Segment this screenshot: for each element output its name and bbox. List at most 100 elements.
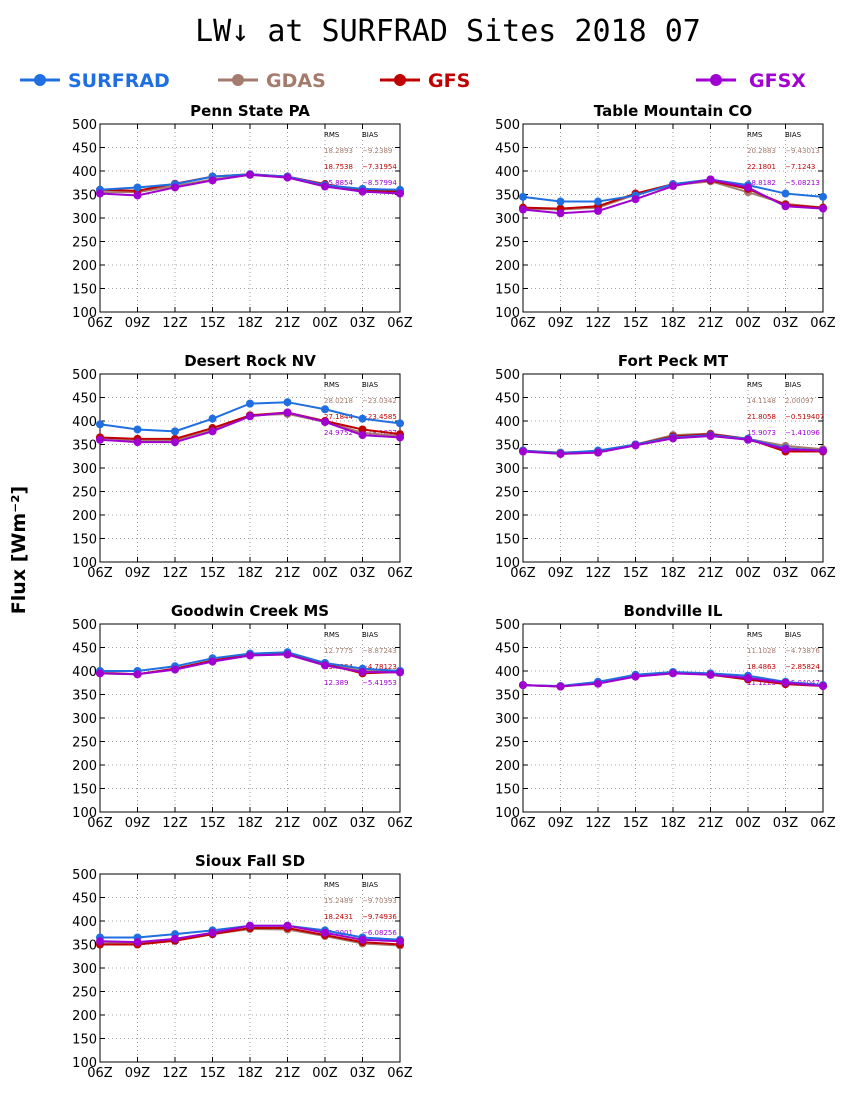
y-tick-label: 350	[72, 939, 97, 954]
y-tick-label: 200	[72, 259, 97, 274]
data-point-gfsx	[246, 170, 254, 179]
stats-bias-gfs: −23.4585	[362, 413, 397, 421]
data-point-gfsx	[171, 183, 179, 192]
x-tick-label: 03Z	[350, 816, 376, 831]
y-tick-label: 450	[72, 392, 97, 407]
data-point-gfsx	[321, 182, 329, 191]
y-tick-label: 350	[495, 189, 520, 204]
data-point-gfsx	[358, 935, 367, 944]
x-tick-label: 06Z	[510, 816, 536, 831]
panel-1: 100 150 200 250 300 350 400 450 500 06Z 09Z 12Z 15Z 1…	[495, 102, 836, 331]
y-tick-label: 450	[72, 142, 97, 157]
data-point-gfsx	[208, 657, 217, 666]
y-tick-label: 300	[495, 462, 520, 477]
stats-rms-gdas: 28.0218	[324, 397, 353, 405]
y-tick-label: 350	[495, 689, 520, 704]
data-point-gfsx	[556, 209, 565, 218]
x-tick-label: 18Z	[660, 816, 686, 831]
stats-rms-gdas: 20.2883	[747, 147, 776, 155]
x-tick-label: 00Z	[312, 816, 338, 831]
legend-marker-gdas	[232, 74, 244, 86]
legend-label-gfsx: GFSX	[749, 70, 806, 92]
stats-bias-gfs: −7.1243	[785, 163, 815, 171]
data-point-gfsx	[594, 448, 602, 457]
data-point-gfsx	[96, 669, 104, 678]
data-point-gfsx	[171, 665, 179, 674]
x-tick-label: 12Z	[162, 816, 188, 831]
legend: SURFRAD GDAS GFS GFSX	[20, 70, 806, 92]
stats-bias-gfsx: −8.57994	[362, 179, 397, 187]
data-point-surfrad	[556, 197, 565, 206]
data-point-gfsx	[171, 438, 179, 447]
y-tick-label: 300	[72, 712, 97, 727]
y-tick-label: 450	[495, 142, 520, 157]
data-point-surfrad	[96, 420, 104, 429]
data-point-gfsx	[321, 661, 329, 670]
y-tick-label: 150	[72, 283, 97, 298]
stats-header-bias: BIAS	[362, 381, 379, 389]
stats-bias-gfsx: −5.08213	[785, 179, 820, 187]
x-tick-label: 12Z	[585, 566, 611, 581]
x-tick-label: 12Z	[162, 316, 188, 331]
data-point-gfsx	[358, 667, 367, 676]
data-point-gfsx	[96, 189, 104, 198]
y-tick-label: 100	[72, 556, 97, 571]
stats-bias-gfs: −7.31954	[362, 163, 397, 171]
stats-rms-gfsx: 11.1225	[747, 679, 776, 687]
stats-header-bias: BIAS	[362, 881, 379, 889]
data-point-gfsx	[321, 928, 329, 937]
y-tick-label: 150	[72, 783, 97, 798]
y-tick-label: 450	[72, 642, 97, 657]
panel-title: Fort Peck MT	[618, 352, 729, 370]
data-point-gfsx	[744, 183, 752, 192]
legend-label-gdas: GDAS	[266, 70, 326, 92]
x-tick-label: 12Z	[585, 316, 611, 331]
y-tick-label: 400	[72, 915, 97, 930]
x-tick-label: 00Z	[735, 316, 761, 331]
x-tick-label: 06Z	[387, 566, 413, 581]
data-point-gfsx	[283, 408, 292, 417]
y-tick-label: 250	[495, 236, 520, 251]
legend-item-gfsx: GFSX	[696, 70, 806, 92]
x-tick-label: 00Z	[312, 1066, 338, 1081]
panel-4: 100 150 200 250 300 350 400 450 500 06Z 09Z 12Z 15Z 1…	[72, 602, 413, 831]
y-tick-label: 100	[495, 306, 520, 321]
data-point-surfrad	[283, 398, 292, 407]
stats-bias-gfs: −9.74936	[362, 913, 397, 921]
stats-header-rms: RMS	[747, 381, 763, 389]
stats-bias-gfs: −2.85824	[785, 663, 820, 671]
legend-item-surfrad: SURFRAD	[20, 70, 170, 92]
y-tick-label: 400	[495, 165, 520, 180]
x-tick-label: 06Z	[87, 816, 113, 831]
panel-title: Table Mountain CO	[594, 102, 752, 120]
data-point-gfsx	[781, 202, 790, 211]
legend-item-gfs: GFS	[380, 70, 470, 92]
stats-rms-gdas: 18.2893	[324, 147, 353, 155]
data-point-surfrad	[396, 419, 404, 428]
data-point-gfsx	[396, 668, 404, 677]
figure-title: LW↓ at SURFRAD Sites 2018 07	[195, 14, 701, 49]
legend-marker-surfrad	[34, 74, 46, 86]
data-point-gfsx	[669, 669, 677, 678]
data-point-surfrad	[519, 192, 527, 201]
stats-bias-gfsx: −18.1037	[362, 429, 397, 437]
data-point-gfsx	[706, 432, 715, 441]
data-point-gfsx	[133, 938, 142, 947]
y-tick-label: 300	[495, 712, 520, 727]
data-point-surfrad	[246, 399, 254, 408]
x-tick-label: 15Z	[200, 1066, 226, 1081]
panel-title: Sioux Fall SD	[195, 852, 305, 870]
data-point-gfsx	[246, 921, 254, 930]
stats-bias-gdas: −9.70393	[362, 897, 397, 905]
stats-header-rms: RMS	[324, 881, 340, 889]
data-point-gfsx	[781, 678, 790, 687]
x-tick-label: 06Z	[510, 316, 536, 331]
stats-bias-gfsx: −6.08256	[362, 929, 397, 937]
x-tick-label: 06Z	[810, 566, 836, 581]
data-point-gfsx	[669, 434, 677, 443]
panel-0: 100 150 200 250 300 350 400 450 500 06Z 09Z 12Z 15Z 1…	[72, 102, 413, 331]
stats-header-bias: BIAS	[362, 631, 379, 639]
x-tick-label: 03Z	[350, 566, 376, 581]
y-tick-label: 250	[72, 486, 97, 501]
data-point-gfsx	[631, 441, 640, 450]
